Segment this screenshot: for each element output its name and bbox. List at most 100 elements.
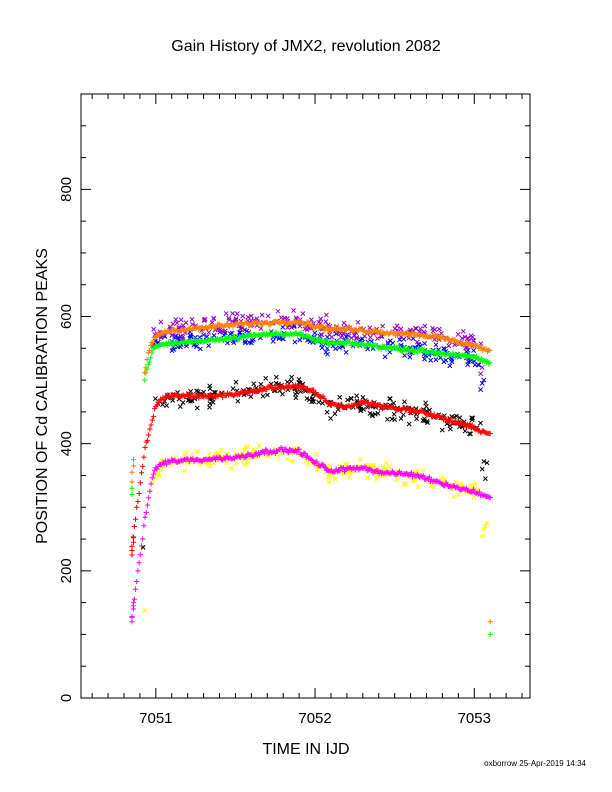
x-axis-label: TIME IN IJD	[262, 741, 349, 758]
data-point	[135, 498, 141, 505]
data-point	[423, 476, 429, 482]
data-point	[228, 466, 234, 471]
data-point	[233, 461, 239, 467]
outlier-point	[479, 466, 485, 472]
data-point	[420, 473, 426, 479]
data-point	[386, 343, 393, 349]
data-point	[419, 474, 425, 480]
data-point	[251, 386, 257, 392]
data-point	[319, 461, 325, 467]
data-point	[163, 393, 170, 399]
data-point	[421, 468, 426, 474]
data-point	[480, 492, 486, 499]
data-point	[159, 397, 165, 403]
data-point	[183, 450, 189, 456]
data-point	[140, 536, 146, 542]
data-point	[148, 342, 154, 349]
data-point	[225, 340, 230, 346]
data-point	[265, 313, 271, 319]
outlier-point	[129, 547, 135, 554]
data-point	[206, 324, 212, 330]
data-point	[375, 468, 381, 474]
data-point	[354, 336, 359, 342]
data-point	[400, 412, 406, 418]
data-point	[338, 401, 344, 407]
outlier-point	[130, 606, 137, 612]
data-point	[189, 340, 196, 346]
data-point	[416, 333, 422, 340]
y-axis-label: POSITION OF Cd CALIBRATION PEAKS	[34, 248, 51, 544]
data-point	[149, 475, 155, 481]
y-tick-label: 0	[58, 694, 75, 702]
data-point	[243, 444, 249, 450]
data-point	[372, 468, 379, 474]
data-point	[387, 349, 393, 355]
outlier-point	[129, 491, 135, 498]
data-point	[305, 337, 310, 343]
data-point	[146, 432, 152, 438]
data-point	[387, 471, 393, 477]
data-point	[361, 465, 367, 471]
data-point	[161, 460, 167, 467]
data-point	[161, 341, 167, 347]
data-point	[273, 374, 279, 380]
plot-frame	[80, 93, 531, 699]
data-point	[188, 398, 193, 404]
data-point	[348, 335, 354, 341]
data-point	[234, 392, 240, 398]
data-point	[470, 486, 477, 492]
data-point	[459, 335, 465, 341]
data-point	[171, 327, 178, 334]
data-point	[261, 330, 267, 336]
data-point	[281, 318, 288, 324]
data-point	[292, 339, 298, 345]
data-point	[280, 391, 285, 397]
data-point	[233, 316, 239, 322]
data-point	[134, 578, 140, 585]
data-point	[329, 334, 335, 340]
data-point	[363, 343, 369, 349]
data-point	[261, 450, 268, 456]
data-point	[170, 338, 176, 344]
data-point	[156, 461, 163, 467]
data-point	[337, 394, 343, 400]
data-point	[154, 333, 160, 340]
data-point	[163, 461, 170, 467]
data-point	[375, 335, 380, 341]
data-point	[287, 330, 293, 336]
data-point	[182, 468, 187, 474]
outlier-point	[130, 539, 137, 545]
data-point	[197, 457, 203, 463]
data-point	[435, 478, 441, 484]
data-point	[402, 345, 408, 351]
data-point	[392, 326, 398, 331]
data-point	[165, 392, 171, 398]
data-point	[470, 424, 477, 431]
data-point	[297, 332, 303, 338]
data-point	[355, 319, 361, 325]
data-point	[388, 344, 394, 351]
data-point	[304, 458, 310, 464]
data-point	[190, 456, 196, 462]
data-point	[458, 481, 464, 487]
data-point	[197, 346, 203, 352]
data-point	[419, 345, 425, 351]
data-point	[210, 337, 216, 343]
data-point	[357, 456, 363, 462]
data-point	[291, 308, 297, 313]
data-point	[179, 393, 185, 399]
data-point	[148, 481, 154, 487]
chart-title: Gain History of JMX2, revolution 2082	[171, 38, 441, 55]
footer-credit: oxborrow 25-Apr-2019 14:34	[484, 759, 586, 768]
data-point	[132, 516, 139, 522]
data-point	[195, 449, 200, 455]
data-point	[189, 326, 196, 332]
data-point	[195, 457, 201, 463]
data-point	[404, 470, 410, 476]
data-point	[407, 354, 413, 360]
data-point	[230, 386, 236, 392]
data-point	[192, 337, 198, 343]
data-point	[378, 346, 384, 352]
data-point	[292, 330, 298, 336]
data-point	[467, 431, 472, 437]
